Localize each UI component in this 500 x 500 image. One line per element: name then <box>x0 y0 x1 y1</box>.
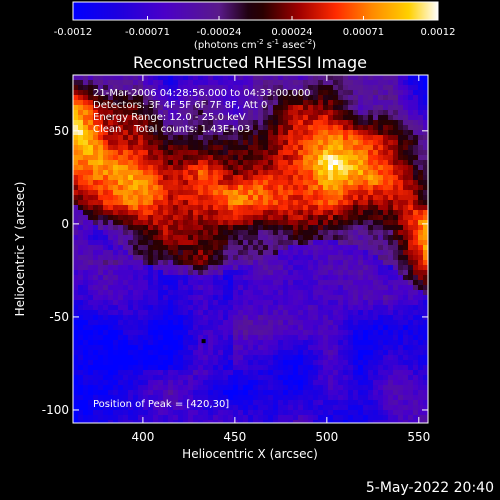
colorbar-tick-label: 0.00071 <box>343 27 384 38</box>
y-tick-label: -100 <box>42 403 69 417</box>
y-tick-label: 0 <box>61 217 69 231</box>
x-tick-label: 500 <box>315 430 338 444</box>
colorbar-tick-label: -0.00071 <box>125 27 170 38</box>
colorbar-tick-label: -0.00024 <box>197 27 242 38</box>
y-tick-label: 50 <box>54 124 69 138</box>
y-tick-label: -50 <box>49 310 69 324</box>
y-axis-label: Heliocentric Y (arcsec) <box>13 182 27 317</box>
info-energy-range: Energy Range: 12.0 - 25.0 keV <box>93 112 246 123</box>
observation-info: 21-Mar-2006 04:28:56.000 to 04:33:00.000… <box>93 88 311 135</box>
info-time-range: 21-Mar-2006 04:28:56.000 to 04:33:00.000 <box>93 88 311 99</box>
colorbar-unit: (photons cm-2 s-1 asec-2) <box>194 38 316 51</box>
x-tick-label: 450 <box>223 430 246 444</box>
info-detectors: Detectors: 3F 4F 5F 6F 7F 8F, Att 0 <box>93 100 267 111</box>
colorbar-tick-label: 0.00024 <box>271 27 312 38</box>
heatmap-image <box>73 75 428 423</box>
colorbar-tick-label: 0.0012 <box>421 27 456 38</box>
x-tick-label: 550 <box>407 430 430 444</box>
peak-position-label: Position of Peak = [420,30] <box>93 399 229 410</box>
colorbar-ticks: -0.0012 -0.00071 -0.00024 0.00024 0.00071 0.0… <box>54 16 456 38</box>
colorbar-frame <box>72 1 439 21</box>
x-tick-label: 400 <box>131 430 154 444</box>
plot-frame <box>72 74 429 424</box>
colorbar-tick-label: -0.0012 <box>54 27 93 38</box>
colorbar-gradient <box>73 2 438 20</box>
colorbar: -0.0012 -0.00071 -0.00024 0.00024 0.00071 0.0… <box>54 1 456 51</box>
info-counts: Clean Total counts: 1.43E+03 <box>93 124 250 135</box>
x-axis-label: Heliocentric X (arcsec) <box>182 447 318 461</box>
timestamp-footer: 5-May-2022 20:40 <box>365 480 494 496</box>
chart-title: Reconstructed RHESSI Image <box>133 53 367 72</box>
peak-marker <box>201 339 206 344</box>
